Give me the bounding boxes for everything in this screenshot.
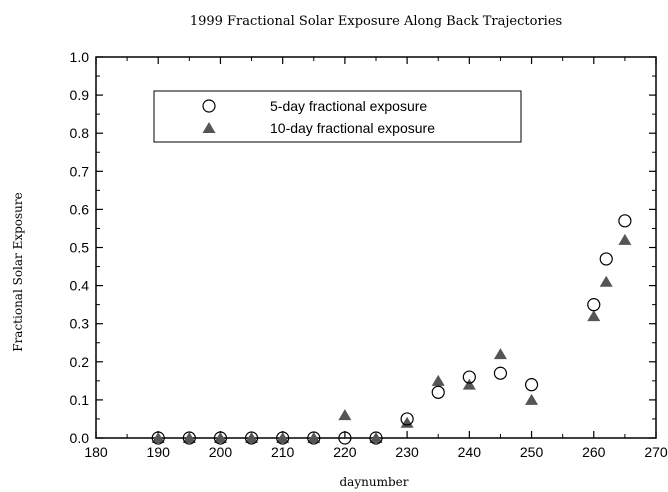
y-tick-label: 0.1 xyxy=(70,392,90,408)
data-point-5-day xyxy=(276,431,290,445)
y-tick-label: 0.6 xyxy=(70,201,90,217)
data-point-5-day xyxy=(493,366,508,380)
data-point-10-day xyxy=(369,432,383,443)
x-tick-label: 270 xyxy=(644,444,668,460)
legend-label-5-day: 5-day fractional exposure xyxy=(270,98,427,114)
data-point-10-day xyxy=(599,275,613,287)
data-point-10-day xyxy=(276,432,290,443)
y-tick-label: 0.9 xyxy=(70,87,90,103)
data-point-5-day xyxy=(524,378,539,392)
data-point-5-day xyxy=(587,298,601,312)
data-point-10-day xyxy=(493,348,507,360)
x-tick-label: 180 xyxy=(84,444,108,460)
y-axis-label: Fractional Solar Exposure xyxy=(11,192,25,352)
data-point-5-day xyxy=(151,431,165,445)
data-point-5-day xyxy=(431,385,445,399)
data-point-10-day xyxy=(213,432,227,443)
legend-box xyxy=(153,90,522,143)
data-point-10-day xyxy=(151,432,165,443)
data-point-5-day xyxy=(338,431,352,445)
data-point-10-day xyxy=(307,432,321,443)
data-point-5-day xyxy=(182,431,196,445)
data-point-10-day xyxy=(182,432,196,443)
data-point-5-day xyxy=(599,252,613,266)
y-tick-label: 0.2 xyxy=(70,354,90,370)
data-point-10-day xyxy=(462,378,476,390)
x-tick-label: 250 xyxy=(520,444,544,460)
y-tick-label: 0.8 xyxy=(70,125,90,141)
series-5-day xyxy=(151,214,632,445)
data-point-5-day xyxy=(618,214,632,228)
y-axis: 0.0 0.1 0.2 0.3 0.4 0.5 0.6 0.7 0.8 0.9 1.0 xyxy=(70,49,656,446)
y-tick-label: 0.0 xyxy=(70,430,90,446)
x-tick-label: 230 xyxy=(395,444,419,460)
x-tick-label: 220 xyxy=(333,444,357,460)
y-tick-label: 0.7 xyxy=(70,163,90,179)
y-tick-label: 1.0 xyxy=(70,49,90,65)
x-axis: 180 190 200 210 220 230 240 250 260 270 xyxy=(84,57,668,460)
y-tick-label: 0.3 xyxy=(70,316,90,332)
data-point-5-day xyxy=(400,412,414,426)
series-10-day xyxy=(151,233,632,443)
data-point-10-day xyxy=(618,233,632,245)
x-tick-label: 240 xyxy=(458,444,482,460)
x-axis-label: daynumber xyxy=(340,475,409,489)
y-tick-label: 0.5 xyxy=(70,240,90,256)
data-point-5-day xyxy=(307,431,321,445)
legend-marker-triangle xyxy=(202,122,216,133)
data-point-10-day xyxy=(525,393,539,405)
x-tick-label: 200 xyxy=(209,444,233,460)
data-point-5-day xyxy=(369,431,383,445)
legend: 5-day fractional exposure 10-day fractio… xyxy=(153,90,522,143)
data-point-5-day xyxy=(462,370,476,384)
x-tick-label: 210 xyxy=(271,444,295,460)
data-point-5-day xyxy=(244,431,259,445)
x-tick-label: 190 xyxy=(147,444,171,460)
y-tick-label: 0.4 xyxy=(70,278,90,294)
data-point-10-day xyxy=(245,432,259,443)
data-point-10-day xyxy=(400,416,414,428)
legend-label-10-day: 10-day fractional exposure xyxy=(270,120,435,136)
data-point-5-day xyxy=(213,431,228,445)
data-point-10-day xyxy=(587,310,601,322)
legend-marker-circle xyxy=(202,99,216,113)
data-point-10-day xyxy=(431,374,445,386)
chart-title: 1999 Fractional Solar Exposure Along Bac… xyxy=(190,14,562,29)
data-point-10-day xyxy=(338,409,352,421)
x-tick-label: 260 xyxy=(582,444,606,460)
